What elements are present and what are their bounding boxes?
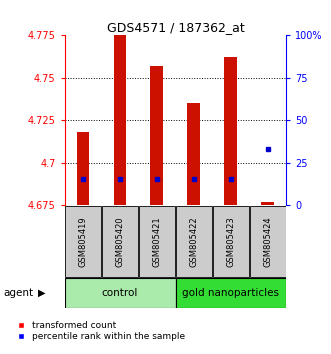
Bar: [261, 202, 274, 205]
Bar: [176, 206, 212, 277]
Text: ▶: ▶: [38, 288, 46, 298]
Text: gold nanoparticles: gold nanoparticles: [182, 288, 279, 298]
Text: GSM805419: GSM805419: [78, 216, 87, 267]
Bar: [65, 278, 176, 308]
Text: GSM805421: GSM805421: [153, 216, 162, 267]
Bar: [65, 206, 101, 277]
Bar: [250, 206, 286, 277]
Text: GSM805420: GSM805420: [116, 216, 124, 267]
Bar: [114, 35, 126, 205]
Text: GSM805423: GSM805423: [226, 216, 235, 267]
Legend: transformed count, percentile rank within the sample: transformed count, percentile rank withi…: [15, 318, 187, 344]
Text: agent: agent: [3, 288, 33, 298]
Text: GSM805424: GSM805424: [263, 216, 272, 267]
Bar: [139, 206, 175, 277]
Bar: [151, 66, 164, 205]
Bar: [213, 206, 249, 277]
Title: GDS4571 / 187362_at: GDS4571 / 187362_at: [107, 21, 244, 34]
Bar: [187, 103, 200, 205]
Bar: [176, 278, 287, 308]
Bar: [76, 132, 89, 205]
Text: control: control: [102, 288, 138, 298]
Bar: [102, 206, 138, 277]
Bar: [224, 57, 237, 205]
Text: GSM805422: GSM805422: [189, 216, 198, 267]
